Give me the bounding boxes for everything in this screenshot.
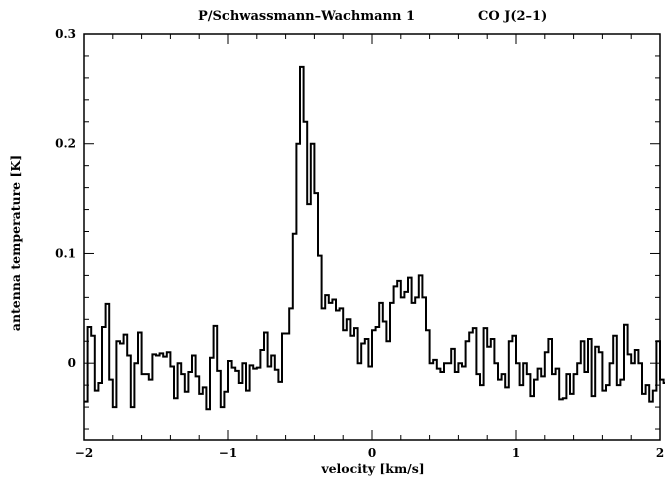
spectrum-series-line <box>84 65 665 411</box>
y-tick-label: 0 <box>68 356 76 370</box>
x-tick-label: −1 <box>219 446 237 460</box>
y-tick-label: 0.3 <box>55 27 76 41</box>
y-axis-label: antenna temperature [K] <box>8 155 23 331</box>
tick-labels: −2 −1 0 1 2 0 0.1 0.2 0.3 <box>55 27 664 460</box>
y-tick-label: 0.2 <box>55 137 76 151</box>
axis-ticks <box>83 33 661 440</box>
chart-title: P/Schwassmann–Wachmann 1 <box>198 9 415 24</box>
y-tick-label: 0.1 <box>55 246 76 260</box>
x-tick-label: 0 <box>368 446 376 460</box>
plot-frame <box>83 33 661 441</box>
x-axis-label: velocity [km/s] <box>320 461 424 476</box>
chart-subtitle: CO J(2–1) <box>478 9 547 24</box>
x-tick-label: −2 <box>75 446 93 460</box>
x-tick-label: 2 <box>656 446 664 460</box>
x-tick-label: 1 <box>512 446 520 460</box>
